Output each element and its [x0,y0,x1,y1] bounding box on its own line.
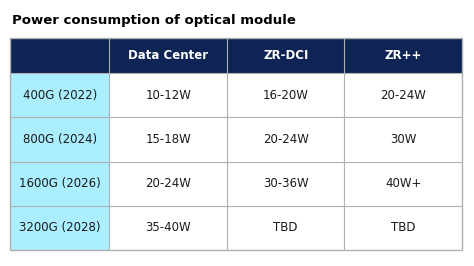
Bar [345,117,462,161]
Bar [227,206,345,250]
Bar [227,38,345,73]
Bar [345,38,462,73]
Text: ZR-DCI: ZR-DCI [263,49,309,62]
Bar [109,38,227,73]
Text: 30-36W: 30-36W [263,177,309,190]
Bar [345,161,462,206]
Text: 400G (2022): 400G (2022) [23,89,97,102]
Bar [345,73,462,117]
Text: 15-18W: 15-18W [146,133,191,146]
Bar [345,206,462,250]
Text: 35-40W: 35-40W [146,221,191,234]
Text: 20-24W: 20-24W [145,177,191,190]
Text: 20-24W: 20-24W [263,133,309,146]
Bar [109,161,227,206]
Text: 1600G (2026): 1600G (2026) [19,177,100,190]
Bar [10,117,109,161]
Text: 40W+: 40W+ [385,177,421,190]
Bar [227,73,345,117]
Bar [10,38,109,73]
Text: 800G (2024): 800G (2024) [23,133,97,146]
Bar [10,161,109,206]
Text: 30W: 30W [390,133,417,146]
Text: 3200G (2028): 3200G (2028) [19,221,100,234]
Text: TBD: TBD [273,221,298,234]
Text: ZR++: ZR++ [384,49,422,62]
Bar [227,117,345,161]
Text: Data Center: Data Center [128,49,208,62]
Bar [10,206,109,250]
Bar [227,161,345,206]
Bar [109,117,227,161]
Text: 20-24W: 20-24W [380,89,426,102]
Text: 10-12W: 10-12W [145,89,191,102]
Text: TBD: TBD [391,221,416,234]
Bar [10,73,109,117]
Bar [109,206,227,250]
Bar [109,73,227,117]
Text: Power consumption of optical module: Power consumption of optical module [12,14,296,27]
Text: 16-20W: 16-20W [263,89,309,102]
Bar [10,38,462,250]
